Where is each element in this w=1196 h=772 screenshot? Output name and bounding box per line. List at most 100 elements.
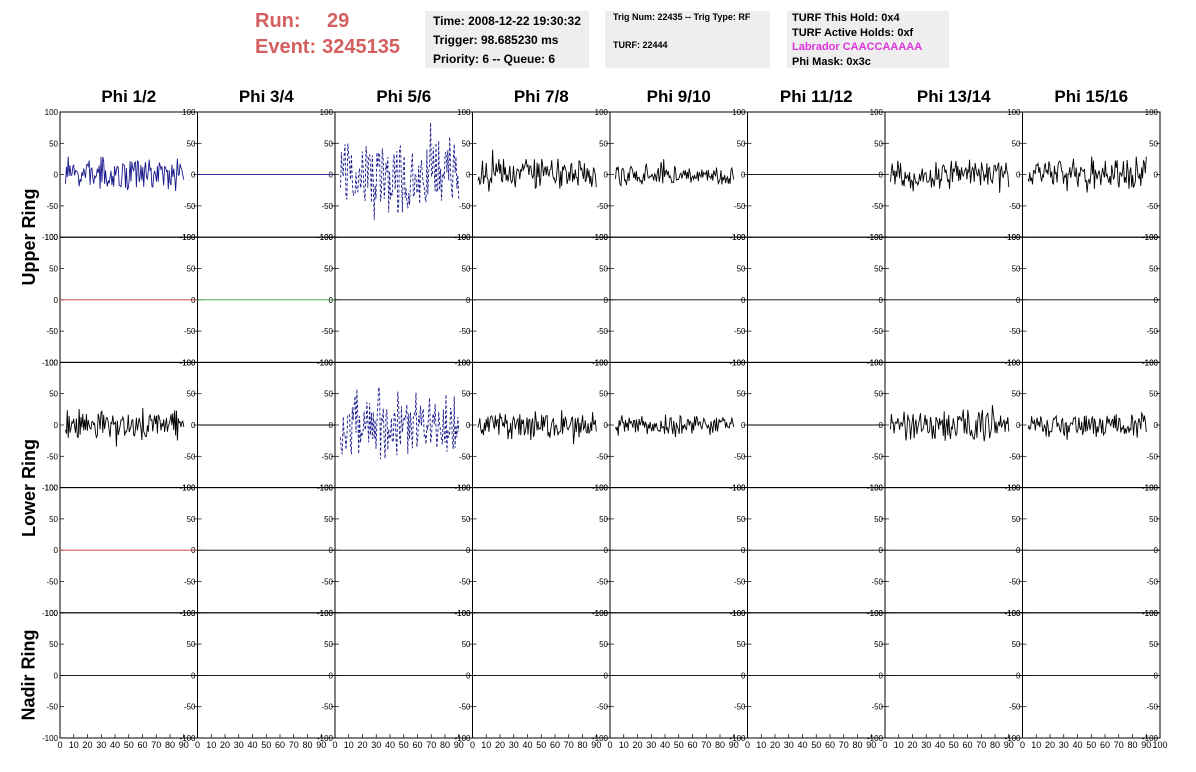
y-tick-label: 50 <box>187 390 196 399</box>
panel-r1-c1: 100 50 0 -50 -100 <box>197 233 336 367</box>
y-tick-label: 50 <box>599 515 608 524</box>
y-tick-label: -50 <box>459 703 471 712</box>
y-tick-label: -100 <box>317 734 334 743</box>
y-tick-label: -100 <box>179 233 196 242</box>
x-tick-label: 30 <box>646 740 656 750</box>
x-tick-label: 40 <box>110 740 120 750</box>
y-tick-label: 100 <box>732 233 746 242</box>
priority-text: Priority: 6 -- Queue: 6 <box>433 52 556 66</box>
y-tick-label: -50 <box>596 578 608 587</box>
y-tick-label: 0 <box>604 296 609 305</box>
y-tick-label: 100 <box>1145 358 1159 367</box>
x-tick-label: 90 <box>1004 740 1014 750</box>
y-tick-label: 100 <box>1007 358 1021 367</box>
y-tick-label: 100 <box>595 233 609 242</box>
y-tick-label: 50 <box>1149 390 1158 399</box>
y-tick-label: 50 <box>187 139 196 148</box>
y-tick-label: -50 <box>184 578 196 587</box>
y-tick-label: 0 <box>54 421 59 430</box>
x-tick-label: 10 <box>619 740 629 750</box>
y-tick-label: -50 <box>734 202 746 211</box>
y-tick-label: -50 <box>321 202 333 211</box>
y-tick-label: -100 <box>1142 609 1159 618</box>
y-tick-label: -50 <box>321 703 333 712</box>
y-tick-label: -100 <box>42 233 59 242</box>
x-tick-label: 50 <box>949 740 959 750</box>
y-tick-label: 0 <box>741 671 746 680</box>
y-tick-label: 100 <box>870 358 884 367</box>
y-tick-label: 50 <box>462 139 471 148</box>
y-tick-label: 50 <box>599 265 608 274</box>
y-tick-label: 50 <box>1012 515 1021 524</box>
y-tick-label: -100 <box>867 734 884 743</box>
x-tick-label: 70 <box>426 740 436 750</box>
y-tick-label: 0 <box>191 171 196 180</box>
y-tick-label: 50 <box>324 640 333 649</box>
y-tick-label: -50 <box>596 703 608 712</box>
y-tick-label: -50 <box>46 452 58 461</box>
x-tick-label: 0 <box>607 740 612 750</box>
waveform-trace <box>340 122 460 220</box>
y-tick-label: 50 <box>874 640 883 649</box>
y-tick-label: 50 <box>874 265 883 274</box>
y-tick-label: 100 <box>870 108 884 117</box>
panel-r1-c4: 100 50 0 -50 -100 <box>609 233 748 367</box>
y-tick-label: -50 <box>1009 703 1021 712</box>
y-tick-label: -50 <box>459 452 471 461</box>
y-tick-label: 50 <box>737 139 746 148</box>
x-tick-label: 60 <box>412 740 422 750</box>
y-tick-label: 100 <box>595 358 609 367</box>
y-tick-label: -100 <box>592 233 609 242</box>
x-tick-label: 80 <box>165 740 175 750</box>
y-tick-label: -50 <box>871 703 883 712</box>
y-tick-label: 100 <box>1007 609 1021 618</box>
panel-r3-c7: 100 50 0 -50 -100 <box>1022 484 1161 618</box>
x-tick-label: 80 <box>440 740 450 750</box>
panel-r1-c0: 100 100 50 50 0 0 -50 -50 -100 -100 <box>42 233 198 367</box>
y-tick-label: 50 <box>1012 640 1021 649</box>
y-tick-label: -50 <box>321 327 333 336</box>
x-tick-label: 70 <box>1114 740 1124 750</box>
panel-r0-c3: 100 50 0 -50 -100 <box>472 108 611 242</box>
y-tick-label: 50 <box>462 265 471 274</box>
x-tick-label: 10 <box>344 740 354 750</box>
column-header-6: Phi 11/12 <box>779 87 853 106</box>
x-tick-label: 30 <box>784 740 794 750</box>
y-tick-label: 0 <box>1154 296 1159 305</box>
waveform-trace <box>615 414 735 438</box>
x-tick-label: 60 <box>962 740 972 750</box>
x-tick-label: 20 <box>495 740 505 750</box>
x-tick-label: 40 <box>935 740 945 750</box>
y-tick-label: 100 <box>732 108 746 117</box>
y-tick-label: 100 <box>320 484 334 493</box>
y-tick-label: 0 <box>741 421 746 430</box>
y-tick-label: -100 <box>42 484 59 493</box>
y-tick-label: 0 <box>879 171 884 180</box>
x-tick-label: 20 <box>82 740 92 750</box>
y-tick-label: 0 <box>879 421 884 430</box>
x-tick-label: 30 <box>509 740 519 750</box>
y-tick-label: 0 <box>879 296 884 305</box>
x-tick-label: 40 <box>1072 740 1082 750</box>
waveform-trace <box>615 159 735 188</box>
x-tick-label: 20 <box>220 740 230 750</box>
y-tick-label: 50 <box>874 139 883 148</box>
y-tick-label: 0 <box>329 671 334 680</box>
x-tick-label: 60 <box>1100 740 1110 750</box>
y-tick-label: 50 <box>599 139 608 148</box>
y-tick-label: 0 <box>1016 671 1021 680</box>
x-tick-label: 80 <box>302 740 312 750</box>
panel-frame <box>334 111 473 238</box>
y-tick-label: 50 <box>49 640 58 649</box>
y-tick-label: 0 <box>604 671 609 680</box>
y-tick-label: 0 <box>1016 421 1021 430</box>
y-tick-label: -100 <box>317 609 334 618</box>
x-tick-label: 50 <box>261 740 271 750</box>
y-tick-label: 50 <box>1149 640 1158 649</box>
x-tick-label: 90 <box>179 740 189 750</box>
x-tick-label: 100 <box>1152 740 1167 750</box>
